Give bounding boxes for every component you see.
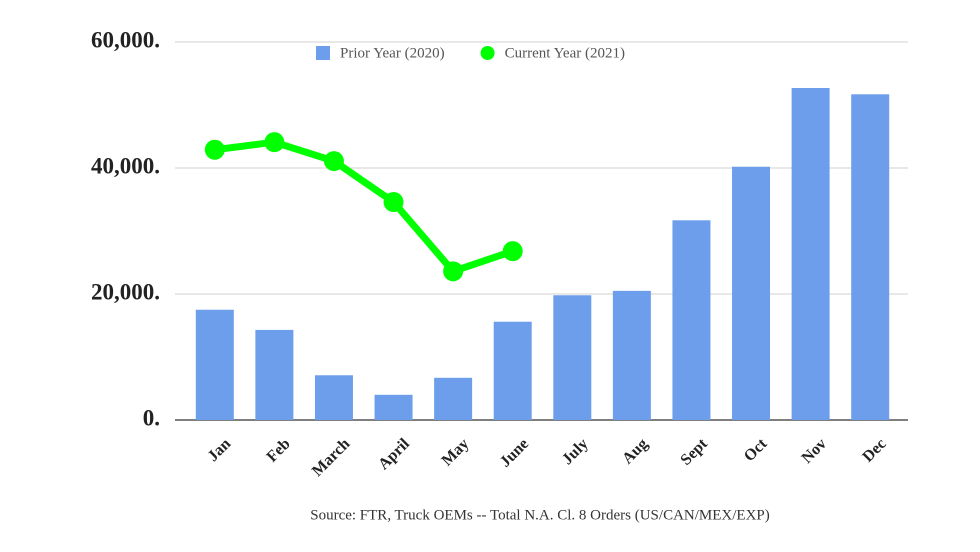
bar <box>434 377 473 420</box>
legend-swatch <box>316 46 330 60</box>
x-tick-label: Dec <box>859 435 889 465</box>
bar <box>493 321 532 420</box>
x-tick-label: July <box>559 435 592 468</box>
x-tick-label: Oct <box>741 435 771 465</box>
x-tick-label: Nov <box>799 435 831 467</box>
legend-label: Prior Year (2020) <box>340 45 445 61</box>
line <box>214 138 514 275</box>
point <box>323 151 344 172</box>
bar <box>732 166 771 420</box>
bar <box>612 290 651 420</box>
y-tick-label: 20,000. <box>91 279 160 304</box>
bar <box>672 220 711 420</box>
bar <box>195 309 234 420</box>
y-tick-label: 60,000. <box>91 27 160 52</box>
legend-label: Current Year (2021) <box>505 45 625 61</box>
x-tick-label: March <box>309 435 354 480</box>
bar <box>374 394 413 420</box>
x-tick-label: Feb <box>264 435 294 465</box>
point <box>443 261 464 282</box>
bar <box>255 329 294 420</box>
point <box>383 192 404 213</box>
x-tick-label: Sept <box>677 435 711 469</box>
point <box>264 132 285 153</box>
y-tick-label: 0. <box>143 405 160 430</box>
bar <box>314 375 353 420</box>
point <box>502 241 523 262</box>
bar <box>553 295 592 420</box>
x-tick-label: Jan <box>205 435 235 465</box>
y-tick-label: 40,000. <box>91 153 160 178</box>
x-tick-label: Aug <box>619 435 651 467</box>
bar <box>791 87 830 421</box>
x-tick-label: May <box>439 435 473 469</box>
point <box>204 139 225 160</box>
x-tick-label: June <box>497 435 532 470</box>
legend-swatch <box>480 46 495 60</box>
bar <box>851 94 890 420</box>
x-tick-label: April <box>375 435 413 473</box>
caption: Source: FTR, Truck OEMs -- Total N.A. Cl… <box>310 507 770 523</box>
